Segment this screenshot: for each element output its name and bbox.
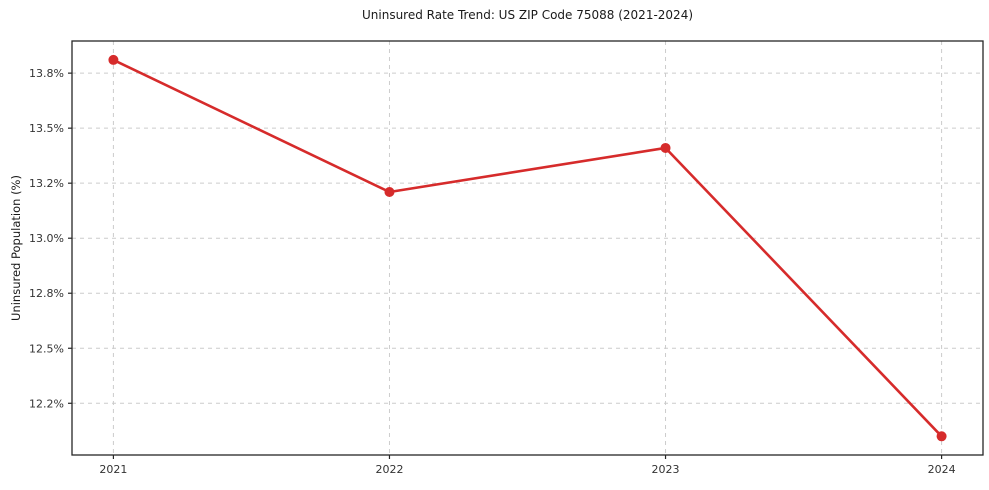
trend-line: [112, 58, 943, 438]
data-point: [384, 186, 395, 197]
chart-title: Uninsured Rate Trend: US ZIP Code 75088 …: [361, 8, 694, 22]
data-point: [108, 54, 119, 65]
x-tick-label: 2021: [99, 463, 127, 476]
y-tick-label: 12.2%: [29, 397, 64, 410]
data-point: [660, 142, 671, 153]
plot-frame: [71, 40, 984, 456]
y-tick-label: 13.8%: [29, 67, 64, 80]
x-tick-label: 2023: [652, 463, 680, 476]
y-tick-label: 13.5%: [29, 122, 64, 135]
x-tick-label: 2022: [375, 463, 403, 476]
x-tick-label: 2024: [928, 463, 956, 476]
y-tick-label: 12.5%: [29, 342, 64, 355]
y-tick-label: 13.2%: [29, 177, 64, 190]
data-point: [936, 431, 947, 442]
y-tick-label: 13.0%: [29, 232, 64, 245]
y-tick-label: 12.8%: [29, 287, 64, 300]
